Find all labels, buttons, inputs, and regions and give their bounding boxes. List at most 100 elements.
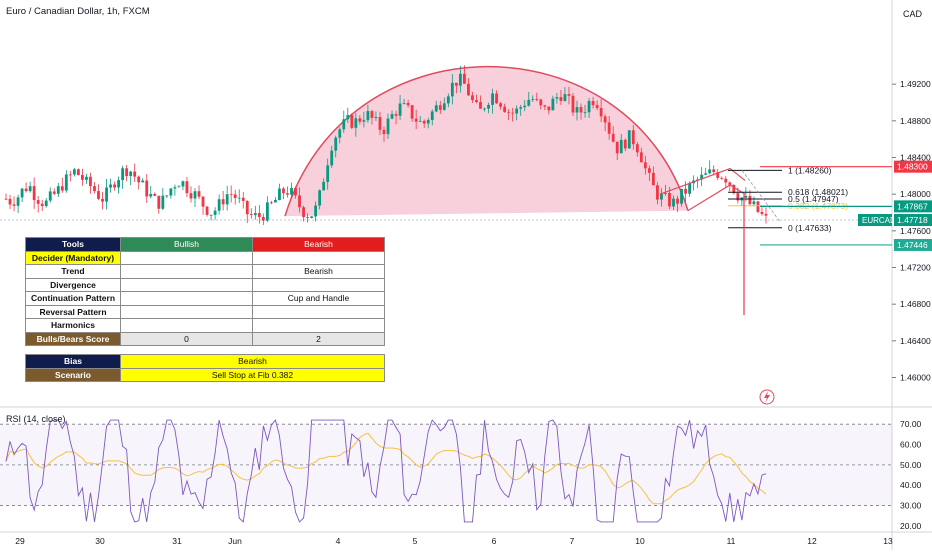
candle — [720, 176, 724, 181]
candle — [362, 111, 366, 128]
candle — [696, 176, 700, 188]
candle — [338, 127, 342, 144]
candle-body — [487, 104, 490, 109]
candle-body — [97, 191, 100, 199]
candle — [28, 181, 32, 193]
handle-upper-line — [659, 167, 746, 195]
candle — [382, 126, 386, 142]
candle-body — [579, 107, 583, 113]
candle-body — [732, 184, 736, 194]
bias-row: Bias Bearish — [25, 354, 385, 369]
price-tick-label: 1.47200 — [900, 263, 931, 273]
candle-body — [366, 111, 370, 121]
candle — [410, 104, 414, 122]
candle-body — [165, 195, 169, 197]
candle-body — [350, 115, 354, 128]
candle-body — [269, 202, 273, 204]
candle — [503, 103, 507, 113]
candle — [189, 186, 193, 203]
candle-body — [318, 190, 322, 206]
candle-body — [28, 186, 32, 192]
candle — [446, 93, 450, 108]
row-bullish-cell — [120, 304, 253, 319]
candle-body — [752, 201, 756, 205]
candle-body — [402, 102, 406, 104]
candle-body — [20, 188, 24, 198]
candle — [390, 110, 394, 120]
candle — [330, 145, 334, 168]
candle — [358, 115, 362, 125]
row-label: Divergence — [25, 277, 121, 292]
candle — [603, 114, 607, 132]
candle-body — [278, 188, 281, 201]
candle — [60, 177, 64, 193]
candle-body — [257, 213, 261, 217]
candle — [20, 187, 24, 202]
candle-body — [684, 188, 687, 194]
candle — [499, 101, 503, 110]
candle-body — [358, 118, 362, 122]
candle — [121, 165, 125, 189]
candle-body — [225, 194, 229, 205]
candle-body — [145, 180, 149, 197]
candle — [660, 188, 663, 207]
candle-body — [587, 101, 591, 113]
candle — [551, 95, 555, 111]
candle — [213, 207, 217, 220]
candle-body — [611, 133, 615, 142]
candle-body — [450, 82, 454, 97]
price-tick-label: 1.47600 — [900, 226, 931, 236]
candle — [631, 125, 635, 150]
candle — [314, 201, 318, 222]
candle — [680, 188, 683, 207]
lightning-icon[interactable] — [759, 389, 775, 405]
candle — [117, 176, 121, 194]
candle-body — [241, 197, 245, 201]
candle-body — [314, 205, 318, 217]
candle-body — [700, 174, 704, 180]
time-tick-label: 7 — [570, 536, 575, 546]
candle — [40, 199, 44, 212]
candle — [438, 100, 442, 115]
table-row: Trend Bearish — [25, 264, 385, 279]
candle-body — [265, 202, 269, 221]
time-tick-label: 10 — [635, 536, 645, 546]
candle-body — [68, 174, 72, 176]
candle-body — [467, 83, 470, 96]
candle — [467, 78, 470, 96]
candle — [599, 99, 603, 123]
candle — [257, 204, 261, 224]
scenario-row: Scenario Sell Stop at Fib 0.382 — [25, 367, 385, 382]
candle-body — [133, 171, 137, 177]
candle-body — [310, 216, 314, 218]
candle — [318, 189, 322, 210]
candle — [233, 189, 237, 205]
fib-level-label: 0 (1.47633) — [788, 223, 832, 233]
candle-body — [599, 107, 603, 117]
row-bullish-cell — [120, 318, 253, 333]
candle-body — [298, 195, 301, 208]
candle — [643, 155, 647, 175]
candle — [430, 109, 434, 126]
candle-body — [736, 193, 740, 201]
candle-body — [523, 105, 527, 108]
candle — [52, 188, 56, 196]
candle — [760, 205, 764, 216]
candle-body — [603, 116, 607, 123]
candle — [672, 195, 675, 211]
candle — [265, 196, 269, 223]
candle-body — [177, 186, 181, 188]
candle-body — [64, 174, 68, 191]
score-bearish: 2 — [252, 331, 385, 346]
candle-body — [294, 188, 297, 196]
candle — [563, 87, 567, 102]
candle-body — [101, 198, 104, 202]
candle-body — [245, 200, 249, 215]
candle-body — [426, 119, 430, 124]
candle-body — [141, 180, 145, 183]
candle-body — [631, 130, 635, 145]
current-price-tag-label: 1.47718 — [897, 215, 928, 225]
candle-body — [458, 73, 462, 86]
